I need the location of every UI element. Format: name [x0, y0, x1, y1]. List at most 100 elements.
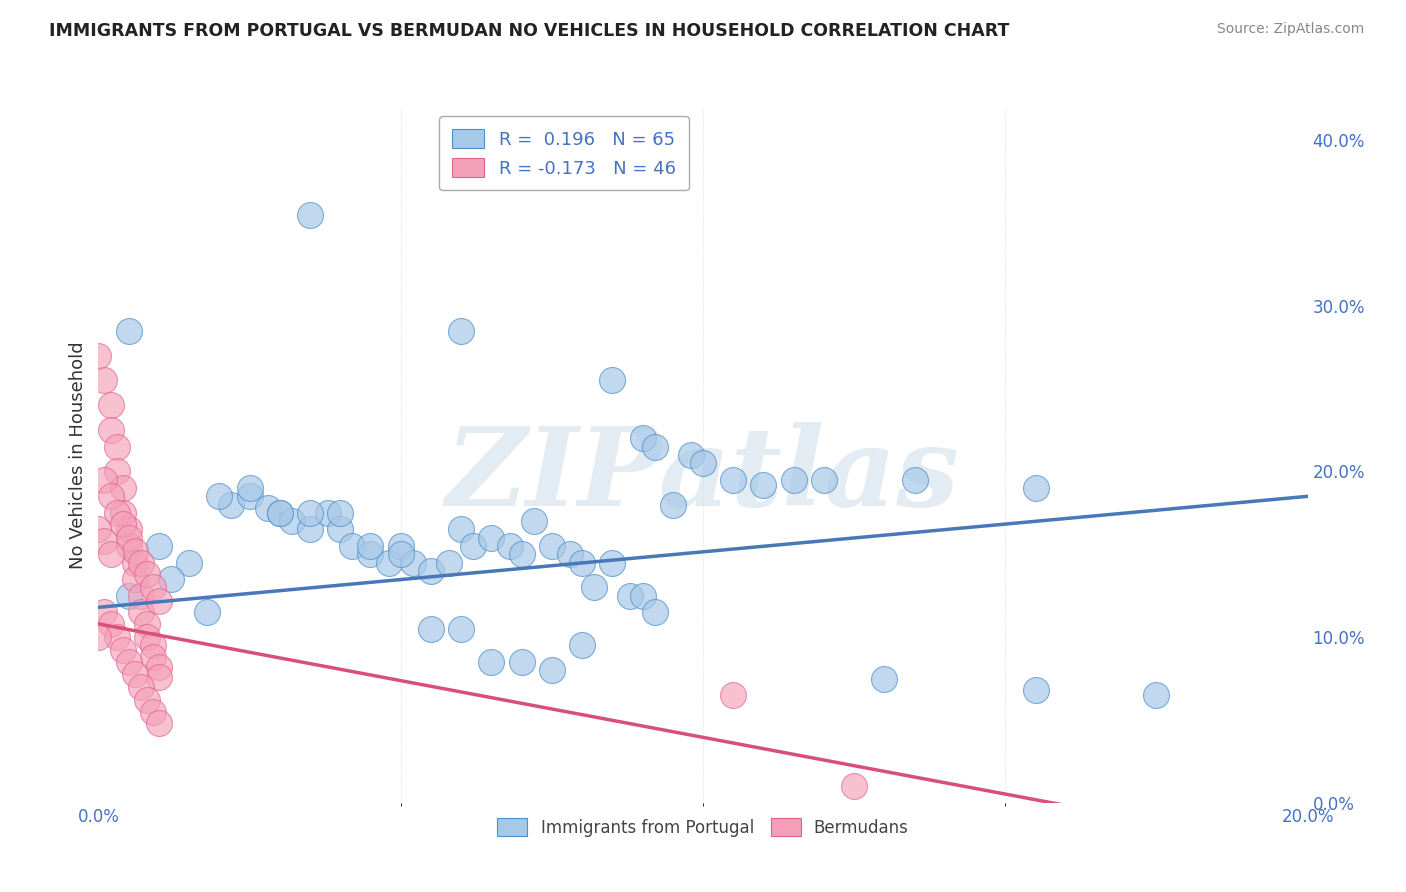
Point: [148, 716, 170, 731]
Point: [420, 622, 443, 636]
Point: [129, 589, 152, 603]
Point: [510, 655, 533, 669]
Point: [602, 556, 624, 570]
Point: [142, 650, 165, 665]
Point: [135, 630, 157, 644]
Point: [111, 517, 134, 532]
Point: [631, 431, 654, 445]
Legend: Immigrants from Portugal, Bermudans: Immigrants from Portugal, Bermudans: [488, 808, 918, 847]
Point: [661, 498, 683, 512]
Point: [299, 506, 322, 520]
Point: [389, 539, 412, 553]
Point: [239, 489, 262, 503]
Point: [558, 547, 581, 561]
Point: [111, 481, 134, 495]
Point: [118, 324, 141, 338]
Point: [148, 539, 170, 553]
Point: [692, 456, 714, 470]
Point: [239, 481, 262, 495]
Point: [93, 473, 115, 487]
Point: [148, 670, 170, 684]
Point: [377, 556, 399, 570]
Point: [450, 324, 472, 338]
Point: [342, 539, 364, 553]
Point: [269, 506, 291, 520]
Point: [124, 556, 146, 570]
Point: [583, 581, 606, 595]
Point: [124, 572, 146, 586]
Point: [783, 473, 806, 487]
Point: [329, 523, 352, 537]
Point: [540, 663, 562, 677]
Point: [481, 531, 503, 545]
Point: [402, 556, 425, 570]
Point: [118, 655, 141, 669]
Point: [1024, 683, 1046, 698]
Point: [195, 605, 218, 619]
Point: [752, 477, 775, 491]
Point: [93, 373, 115, 387]
Point: [111, 506, 134, 520]
Point: [723, 688, 745, 702]
Point: [450, 523, 472, 537]
Point: [631, 589, 654, 603]
Point: [100, 398, 122, 412]
Text: ZIPatlas: ZIPatlas: [446, 422, 960, 530]
Point: [1024, 481, 1046, 495]
Point: [723, 473, 745, 487]
Point: [142, 639, 165, 653]
Point: [256, 500, 278, 515]
Point: [118, 539, 141, 553]
Point: [602, 373, 624, 387]
Point: [87, 630, 110, 644]
Point: [523, 514, 546, 528]
Point: [93, 605, 115, 619]
Point: [100, 547, 122, 561]
Point: [148, 593, 170, 607]
Point: [100, 616, 122, 631]
Text: Source: ZipAtlas.com: Source: ZipAtlas.com: [1216, 22, 1364, 37]
Point: [105, 465, 128, 479]
Point: [105, 440, 128, 454]
Point: [571, 639, 593, 653]
Point: [360, 547, 382, 561]
Point: [160, 572, 183, 586]
Point: [118, 523, 141, 537]
Point: [813, 473, 835, 487]
Point: [619, 589, 641, 603]
Point: [100, 489, 122, 503]
Point: [129, 605, 152, 619]
Point: [360, 539, 382, 553]
Point: [571, 556, 593, 570]
Point: [481, 655, 503, 669]
Point: [450, 622, 472, 636]
Point: [679, 448, 702, 462]
Text: IMMIGRANTS FROM PORTUGAL VS BERMUDAN NO VEHICLES IN HOUSEHOLD CORRELATION CHART: IMMIGRANTS FROM PORTUGAL VS BERMUDAN NO …: [49, 22, 1010, 40]
Point: [299, 523, 322, 537]
Point: [118, 531, 141, 545]
Point: [124, 544, 146, 558]
Point: [281, 514, 304, 528]
Point: [498, 539, 520, 553]
Point: [437, 556, 460, 570]
Point: [105, 630, 128, 644]
Point: [118, 589, 141, 603]
Point: [87, 523, 110, 537]
Point: [100, 423, 122, 437]
Point: [93, 534, 115, 549]
Point: [129, 556, 152, 570]
Point: [269, 506, 291, 520]
Point: [179, 556, 201, 570]
Point: [329, 506, 352, 520]
Point: [420, 564, 443, 578]
Point: [389, 547, 412, 561]
Point: [299, 208, 322, 222]
Point: [1144, 688, 1167, 702]
Point: [644, 605, 666, 619]
Point: [540, 539, 562, 553]
Point: [87, 349, 110, 363]
Point: [135, 693, 157, 707]
Point: [142, 705, 165, 719]
Point: [105, 506, 128, 520]
Point: [510, 547, 533, 561]
